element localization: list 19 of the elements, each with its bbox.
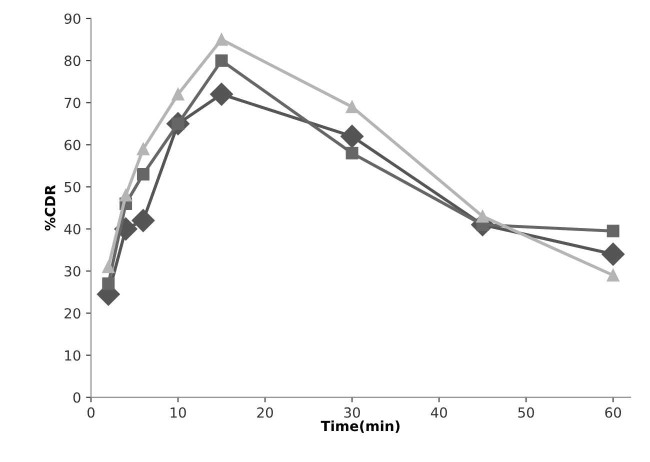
y-axis-title: %CDR: [44, 185, 56, 231]
x-tick-label: 50: [518, 407, 534, 418]
x-tick-label: 10: [170, 407, 186, 418]
y-tick-label: 50: [64, 182, 80, 192]
y-tick-label: 10: [65, 350, 80, 361]
x-tick-label: 20: [257, 407, 273, 418]
x-tick-label: 60: [605, 407, 622, 418]
y-tick-label: 90: [64, 13, 80, 24]
y-tick-label: 70: [64, 98, 80, 108]
y-tick-label: 40: [64, 224, 80, 234]
x-tick-label: 40: [430, 407, 447, 418]
x-axis-title: Time(min): [320, 420, 400, 433]
x-tick-label: 0: [87, 407, 94, 418]
y-tick-label: 60: [64, 140, 80, 150]
x-tick-label: 30: [344, 407, 360, 418]
y-tick-label: 20: [64, 308, 80, 319]
y-tick-label: 80: [64, 56, 80, 66]
y-tick-label: 30: [64, 266, 80, 277]
y-tick-label: 0: [73, 392, 80, 403]
